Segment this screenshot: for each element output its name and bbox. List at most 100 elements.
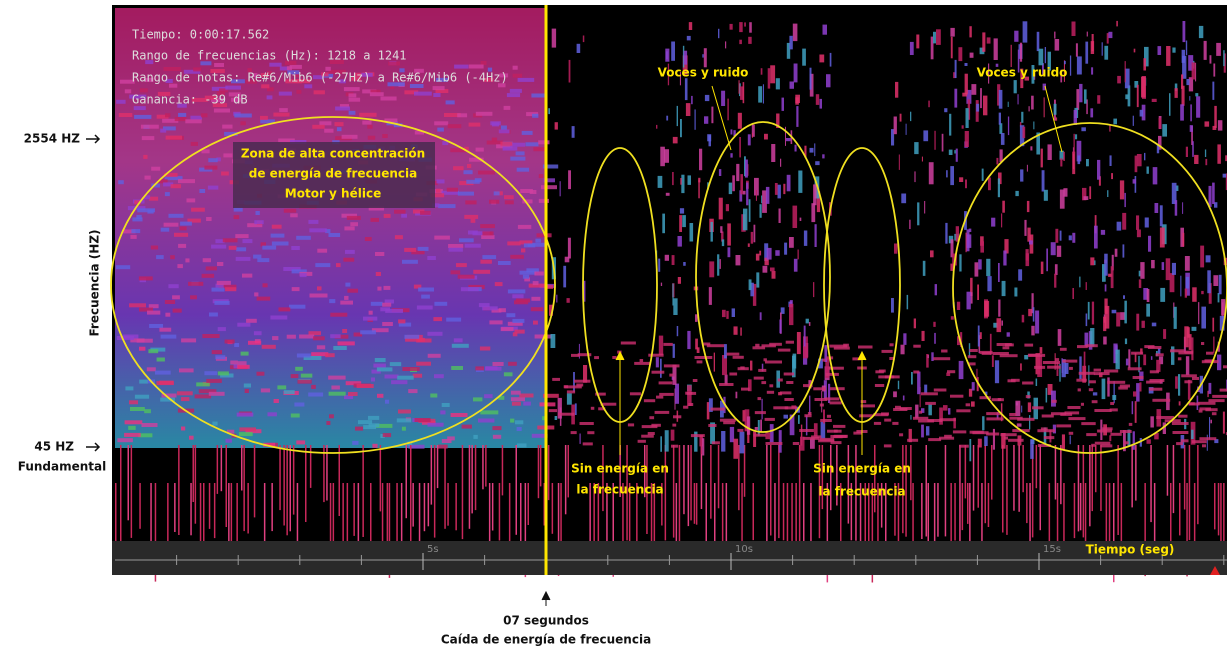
texture <box>1158 46 1162 55</box>
texture <box>397 418 411 422</box>
texture <box>343 258 354 262</box>
texture <box>697 360 703 363</box>
texture <box>286 445 288 535</box>
texture <box>900 114 902 122</box>
texture <box>1223 50 1225 66</box>
texture <box>799 445 801 545</box>
texture <box>1158 348 1161 354</box>
texture <box>165 113 170 117</box>
texture <box>269 63 281 67</box>
texture <box>469 65 484 69</box>
texture <box>760 312 762 320</box>
texture <box>1083 445 1085 537</box>
texture <box>1213 337 1214 353</box>
texture <box>254 331 262 335</box>
no-energy-label: la frecuencia <box>818 485 905 499</box>
texture <box>279 92 292 96</box>
texture <box>1186 356 1189 375</box>
texture <box>125 420 143 424</box>
texture <box>760 204 762 218</box>
texture <box>339 445 341 516</box>
texture <box>959 254 961 271</box>
texture <box>621 342 636 345</box>
texture <box>704 116 708 124</box>
texture <box>1006 445 1008 535</box>
texture <box>1036 445 1038 488</box>
texture <box>1089 186 1091 199</box>
texture <box>1156 416 1174 419</box>
texture <box>353 483 355 536</box>
texture <box>458 275 475 279</box>
texture <box>309 228 327 232</box>
texture <box>1110 402 1114 405</box>
texture <box>1001 321 1003 326</box>
texture <box>209 483 211 529</box>
texture <box>727 353 740 356</box>
texture <box>475 445 477 510</box>
texture <box>274 399 279 403</box>
texture <box>228 483 230 542</box>
texture <box>494 191 500 195</box>
texture <box>714 353 715 372</box>
no-energy-label: la frecuencia <box>576 483 663 497</box>
texture <box>1133 179 1137 183</box>
texture <box>875 384 884 387</box>
texture <box>447 436 455 440</box>
texture <box>894 244 897 254</box>
texture <box>1150 445 1152 522</box>
texture <box>753 434 765 437</box>
texture <box>884 444 892 447</box>
texture <box>234 215 240 219</box>
texture <box>531 297 540 301</box>
texture <box>1030 146 1032 150</box>
texture <box>1170 273 1175 292</box>
texture <box>765 433 770 440</box>
texture <box>128 426 136 430</box>
texture <box>965 131 969 147</box>
texture <box>933 322 935 327</box>
texture <box>424 483 426 531</box>
texture <box>254 220 263 224</box>
texture <box>117 438 132 442</box>
texture <box>1189 96 1190 101</box>
texture <box>789 237 794 248</box>
texture <box>222 125 232 129</box>
texture <box>987 276 991 291</box>
texture <box>967 292 971 310</box>
texture <box>775 250 779 256</box>
texture <box>583 442 593 445</box>
texture <box>502 445 504 495</box>
texture <box>480 260 492 264</box>
texture <box>238 361 247 365</box>
texture <box>910 42 914 55</box>
texture <box>926 426 929 435</box>
texture <box>922 157 923 162</box>
texture <box>795 97 799 104</box>
texture <box>679 215 682 232</box>
texture <box>770 65 775 83</box>
texture <box>662 214 665 234</box>
texture <box>434 374 444 378</box>
texture <box>1123 295 1125 299</box>
texture <box>137 339 153 343</box>
texture <box>120 445 122 543</box>
texture <box>1200 246 1204 268</box>
texture <box>235 234 248 238</box>
texture <box>531 94 546 98</box>
texture <box>827 415 831 418</box>
texture <box>1151 356 1153 360</box>
texture <box>1033 122 1034 130</box>
texture <box>521 248 525 252</box>
texture <box>743 209 747 231</box>
texture <box>1107 33 1109 44</box>
texture <box>532 114 538 118</box>
texture <box>1182 202 1183 214</box>
texture <box>903 396 905 401</box>
texture <box>1140 262 1144 279</box>
texture <box>778 445 780 538</box>
texture <box>688 445 690 526</box>
texture <box>965 74 968 95</box>
texture <box>489 320 502 324</box>
texture <box>416 362 431 366</box>
texture <box>1217 144 1221 163</box>
